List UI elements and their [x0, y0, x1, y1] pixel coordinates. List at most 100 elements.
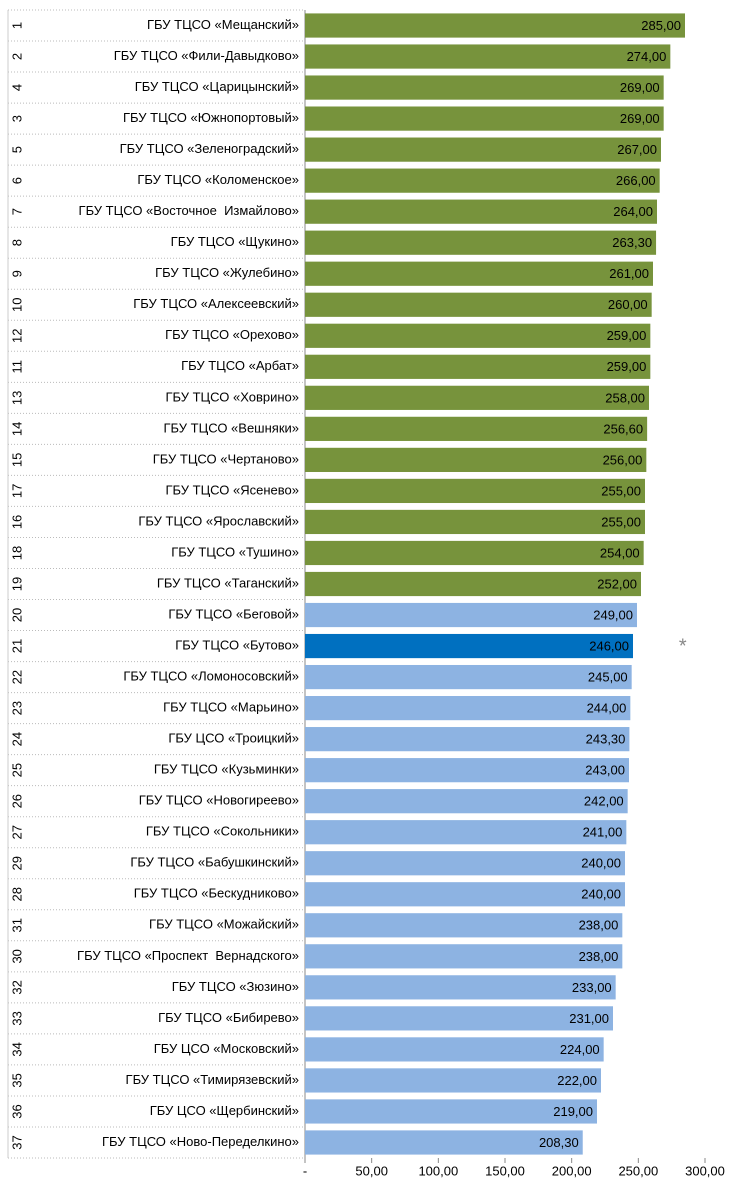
bar	[305, 633, 633, 659]
rank-label: 28	[9, 887, 24, 901]
value-label: 259,00	[607, 328, 647, 343]
value-label: 231,00	[569, 1011, 609, 1026]
rank-label: 22	[9, 670, 24, 684]
value-label: 246,00	[589, 638, 629, 653]
bar	[305, 602, 637, 628]
value-label: 269,00	[620, 80, 660, 95]
bar	[305, 882, 625, 907]
bar	[305, 323, 651, 348]
bar	[305, 571, 641, 597]
value-label: 256,60	[603, 421, 643, 436]
category-label: ГБУ ЦСО «Троицкий»	[168, 731, 299, 746]
value-label: 264,00	[613, 204, 653, 219]
category-label: ГБУ ТЦСО «Зеленоградский»	[120, 141, 299, 156]
rank-label: 11	[9, 360, 24, 374]
value-label: 263,30	[612, 235, 652, 250]
rank-label: 3	[9, 115, 24, 122]
value-label: 224,00	[560, 1042, 600, 1057]
rank-label: 29	[9, 856, 24, 870]
bar	[305, 385, 649, 410]
value-label: 261,00	[609, 266, 649, 281]
rank-label: 20	[9, 608, 24, 622]
x-tick-label: 50,00	[355, 1163, 388, 1178]
rank-label: 4	[9, 84, 24, 91]
category-label: ГБУ ТЦСО «Можайский»	[149, 917, 299, 932]
value-label: 255,00	[601, 483, 641, 498]
category-label: ГБУ ТЦСО «Южнопортовый»	[123, 110, 299, 125]
rank-label: 26	[9, 794, 24, 808]
value-label: 252,00	[597, 576, 637, 591]
rank-label: 35	[9, 1073, 24, 1087]
value-label: 259,00	[607, 359, 647, 374]
rank-label: 10	[9, 298, 24, 312]
rank-label: 34	[9, 1042, 24, 1056]
category-label: ГБУ ТЦСО «Бутово»	[175, 637, 299, 652]
bar	[305, 944, 623, 969]
category-label: ГБУ ТЦСО «Тушино»	[171, 544, 299, 559]
category-label: ГБУ ТЦСО «Царицынский»	[135, 79, 299, 94]
bar	[305, 851, 625, 876]
category-label: ГБУ ТЦСО «Марьино»	[163, 700, 299, 715]
value-label: 240,00	[581, 887, 621, 902]
bar	[305, 1006, 613, 1031]
bar	[305, 292, 652, 317]
rank-label: 16	[9, 515, 24, 529]
rank-label: 9	[9, 270, 24, 277]
rank-label: 13	[9, 391, 24, 405]
category-label: ГБУ ТЦСО «Сокольники»	[146, 824, 299, 839]
rank-label: 36	[9, 1104, 24, 1118]
rank-label: 23	[9, 701, 24, 715]
rank-label: 32	[9, 980, 24, 994]
bar	[305, 478, 645, 504]
rank-label: 7	[9, 208, 24, 215]
rank-label: 1	[9, 22, 24, 29]
bar	[305, 199, 657, 224]
bar	[305, 1037, 604, 1062]
rank-label: 31	[9, 918, 24, 932]
value-label: 238,00	[579, 918, 619, 933]
rank-label: 37	[9, 1135, 24, 1149]
rank-label: 21	[9, 639, 24, 653]
value-label: 285,00	[641, 18, 681, 33]
category-label: ГБУ ТЦСО «Бибирево»	[158, 1010, 299, 1025]
category-label: ГБУ ТЦСО «Таганский»	[157, 575, 299, 590]
category-label: ГБУ ТЦСО «Зюзино»	[172, 979, 299, 994]
rank-label: 18	[9, 546, 24, 560]
category-label: ГБУ ТЦСО «Фили-Давыдково»	[114, 48, 299, 63]
x-tick-label: 250,00	[618, 1163, 658, 1178]
bar	[305, 727, 630, 752]
value-label: 266,00	[616, 173, 656, 188]
value-label: 243,00	[585, 763, 625, 778]
bar	[305, 664, 632, 690]
bar	[305, 1068, 601, 1093]
value-label: 255,00	[601, 514, 641, 529]
rank-label: 19	[9, 577, 24, 591]
category-label: ГБУ ТЦСО «Тимирязевский»	[126, 1072, 299, 1087]
category-label: ГБУ ТЦСО «Мещанский»	[147, 17, 299, 32]
x-tick-label: 100,00	[418, 1163, 458, 1178]
x-tick-label: -	[303, 1163, 307, 1178]
rank-label: 24	[9, 732, 24, 746]
x-tick-label: 300,00	[685, 1163, 725, 1178]
value-label: 242,00	[584, 794, 624, 809]
bar	[305, 416, 648, 441]
bar	[305, 13, 685, 38]
rank-label: 30	[9, 949, 24, 963]
category-label: ГБУ ТЦСО «Орехово»	[165, 327, 299, 342]
bar	[305, 758, 629, 783]
value-label: 233,00	[572, 980, 612, 995]
bar	[305, 975, 616, 1000]
bar	[305, 789, 628, 814]
value-label: 222,00	[557, 1073, 597, 1088]
value-label: 240,00	[581, 856, 621, 871]
bar	[305, 696, 631, 721]
category-label: ГБУ ЦСО «Щербинский»	[150, 1103, 299, 1118]
category-label: ГБУ ТЦСО «Беговой»	[168, 606, 299, 621]
category-label: ГБУ ТЦСО «Коломенское»	[137, 172, 299, 187]
value-label: 274,00	[627, 49, 667, 64]
value-label: 256,00	[603, 452, 643, 467]
category-label: ГБУ ТЦСО «Ломоносовский»	[123, 669, 299, 684]
x-tick-label: 150,00	[485, 1163, 525, 1178]
category-label: ГБУ ТЦСО «Ховрино»	[165, 389, 299, 404]
